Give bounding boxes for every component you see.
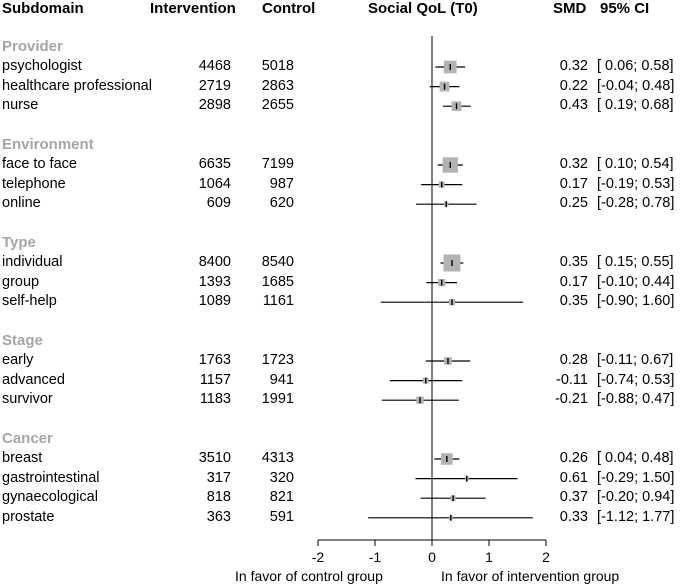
- favor-control-label: In favor of control group: [235, 568, 383, 584]
- control-n: 1685: [261, 273, 294, 290]
- control-n: 987: [269, 175, 294, 192]
- control-n: 620: [269, 195, 294, 212]
- intervention-n: 8400: [198, 254, 231, 270]
- ci-value: [ 0.19; 0.68]: [597, 97, 674, 114]
- smd-value: 0.25: [559, 195, 588, 212]
- control-n: 591: [269, 508, 294, 525]
- smd-value: 0.35: [559, 293, 588, 310]
- ci-value: [-0.10; 0.44]: [597, 273, 675, 290]
- ci-value: [-0.20; 0.94]: [597, 489, 675, 506]
- intervention-n: 317: [206, 469, 231, 486]
- x-tick-label: -2: [312, 549, 325, 565]
- row-label: group: [2, 273, 40, 290]
- control-n: 2655: [261, 97, 294, 114]
- intervention-n: 2719: [198, 77, 231, 94]
- control-n: 1991: [261, 391, 294, 408]
- row-label: early: [2, 352, 34, 368]
- intervention-n: 1157: [199, 371, 231, 388]
- smd-value: -0.21: [554, 391, 588, 408]
- intervention-n: 818: [206, 489, 231, 506]
- smd-value: 0.28: [559, 352, 588, 368]
- x-tick-label: 1: [485, 549, 493, 565]
- row-label: advanced: [2, 371, 65, 388]
- row-label: individual: [2, 254, 63, 270]
- row-label: healthcare professional: [2, 77, 152, 94]
- group-label: Stage: [2, 332, 43, 349]
- smd-value: -0.11: [556, 371, 588, 388]
- row-label: gynaecological: [2, 489, 98, 506]
- smd-value: 0.17: [559, 273, 588, 290]
- smd-value: 0.43: [559, 97, 588, 114]
- ci-value: [-0.29; 1.50]: [597, 469, 675, 486]
- intervention-n: 609: [206, 195, 231, 212]
- smd-value: 0.32: [559, 156, 588, 172]
- ci-value: [-1.12; 1.77]: [597, 508, 675, 525]
- row-label: psychologist: [2, 58, 82, 74]
- control-n: 2863: [261, 77, 294, 94]
- control-n: 1161: [262, 293, 294, 310]
- smd-value: 0.61: [559, 469, 588, 486]
- smd-value: 0.37: [559, 489, 588, 506]
- smd-value: 0.33: [559, 508, 588, 525]
- intervention-n: 363: [206, 508, 231, 525]
- intervention-n: 3510: [198, 450, 231, 466]
- favor-intervention-label: In favor of intervention group: [441, 568, 620, 584]
- control-n: 8540: [261, 254, 294, 270]
- ci-value: [-0.28; 0.78]: [597, 195, 675, 212]
- group-label: Provider: [2, 38, 63, 55]
- control-n: 1723: [261, 352, 294, 368]
- intervention-n: 4468: [198, 58, 231, 74]
- intervention-n: 1763: [198, 352, 231, 368]
- row-label: telephone: [2, 175, 66, 192]
- control-n: 320: [269, 469, 294, 486]
- row-label: nurse: [2, 97, 39, 114]
- header-smd: SMD: [553, 0, 587, 17]
- smd-value: 0.26: [559, 450, 588, 466]
- row-label: gastrointestinal: [2, 469, 100, 486]
- row-label: self-help: [2, 293, 57, 310]
- x-tick-label: 2: [542, 549, 550, 565]
- row-label: breast: [2, 450, 43, 466]
- smd-value: 0.35: [559, 254, 588, 270]
- intervention-n: 1393: [198, 273, 231, 290]
- ci-value: [ 0.04; 0.48]: [597, 450, 674, 466]
- intervention-n: 1064: [198, 175, 231, 192]
- x-tick-label: -1: [369, 549, 382, 565]
- ci-value: [-0.04; 0.48]: [597, 77, 675, 94]
- header-ci: 95% CI: [600, 0, 650, 17]
- ci-value: [-0.74; 0.53]: [597, 371, 675, 388]
- smd-value: 0.17: [559, 175, 588, 192]
- intervention-n: 6635: [198, 156, 231, 172]
- intervention-n: 2898: [198, 97, 231, 114]
- ci-value: [-0.11; 0.67]: [597, 352, 674, 368]
- smd-value: 0.22: [559, 77, 588, 94]
- row-label: online: [2, 195, 41, 212]
- intervention-n: 1183: [199, 391, 231, 408]
- ci-value: [-0.90; 1.60]: [597, 293, 675, 310]
- smd-value: 0.32: [559, 58, 588, 74]
- x-tick-label: 0: [428, 549, 436, 565]
- header-plot-title: Social QoL (T0): [368, 0, 478, 17]
- header-control: Control: [262, 0, 316, 17]
- ci-value: [-0.19; 0.53]: [597, 175, 675, 192]
- control-n: 7199: [261, 156, 294, 172]
- group-label: Environment: [2, 136, 94, 153]
- row-label: survivor: [2, 391, 53, 408]
- control-n: 4313: [261, 450, 294, 466]
- ci-value: [-0.88; 0.47]: [597, 391, 675, 408]
- row-label: face to face: [2, 156, 77, 172]
- row-label: prostate: [2, 508, 55, 525]
- control-n: 821: [269, 489, 294, 506]
- control-n: 941: [269, 371, 294, 388]
- ci-value: [ 0.10; 0.54]: [597, 156, 674, 172]
- ci-value: [ 0.06; 0.58]: [597, 58, 674, 74]
- header-intervention: Intervention: [150, 0, 236, 17]
- ci-value: [ 0.15; 0.55]: [597, 254, 674, 270]
- intervention-n: 1089: [198, 293, 231, 310]
- header-subdomain: Subdomain: [2, 0, 84, 17]
- group-label: Cancer: [2, 430, 53, 447]
- control-n: 5018: [261, 58, 294, 74]
- group-label: Type: [2, 234, 36, 251]
